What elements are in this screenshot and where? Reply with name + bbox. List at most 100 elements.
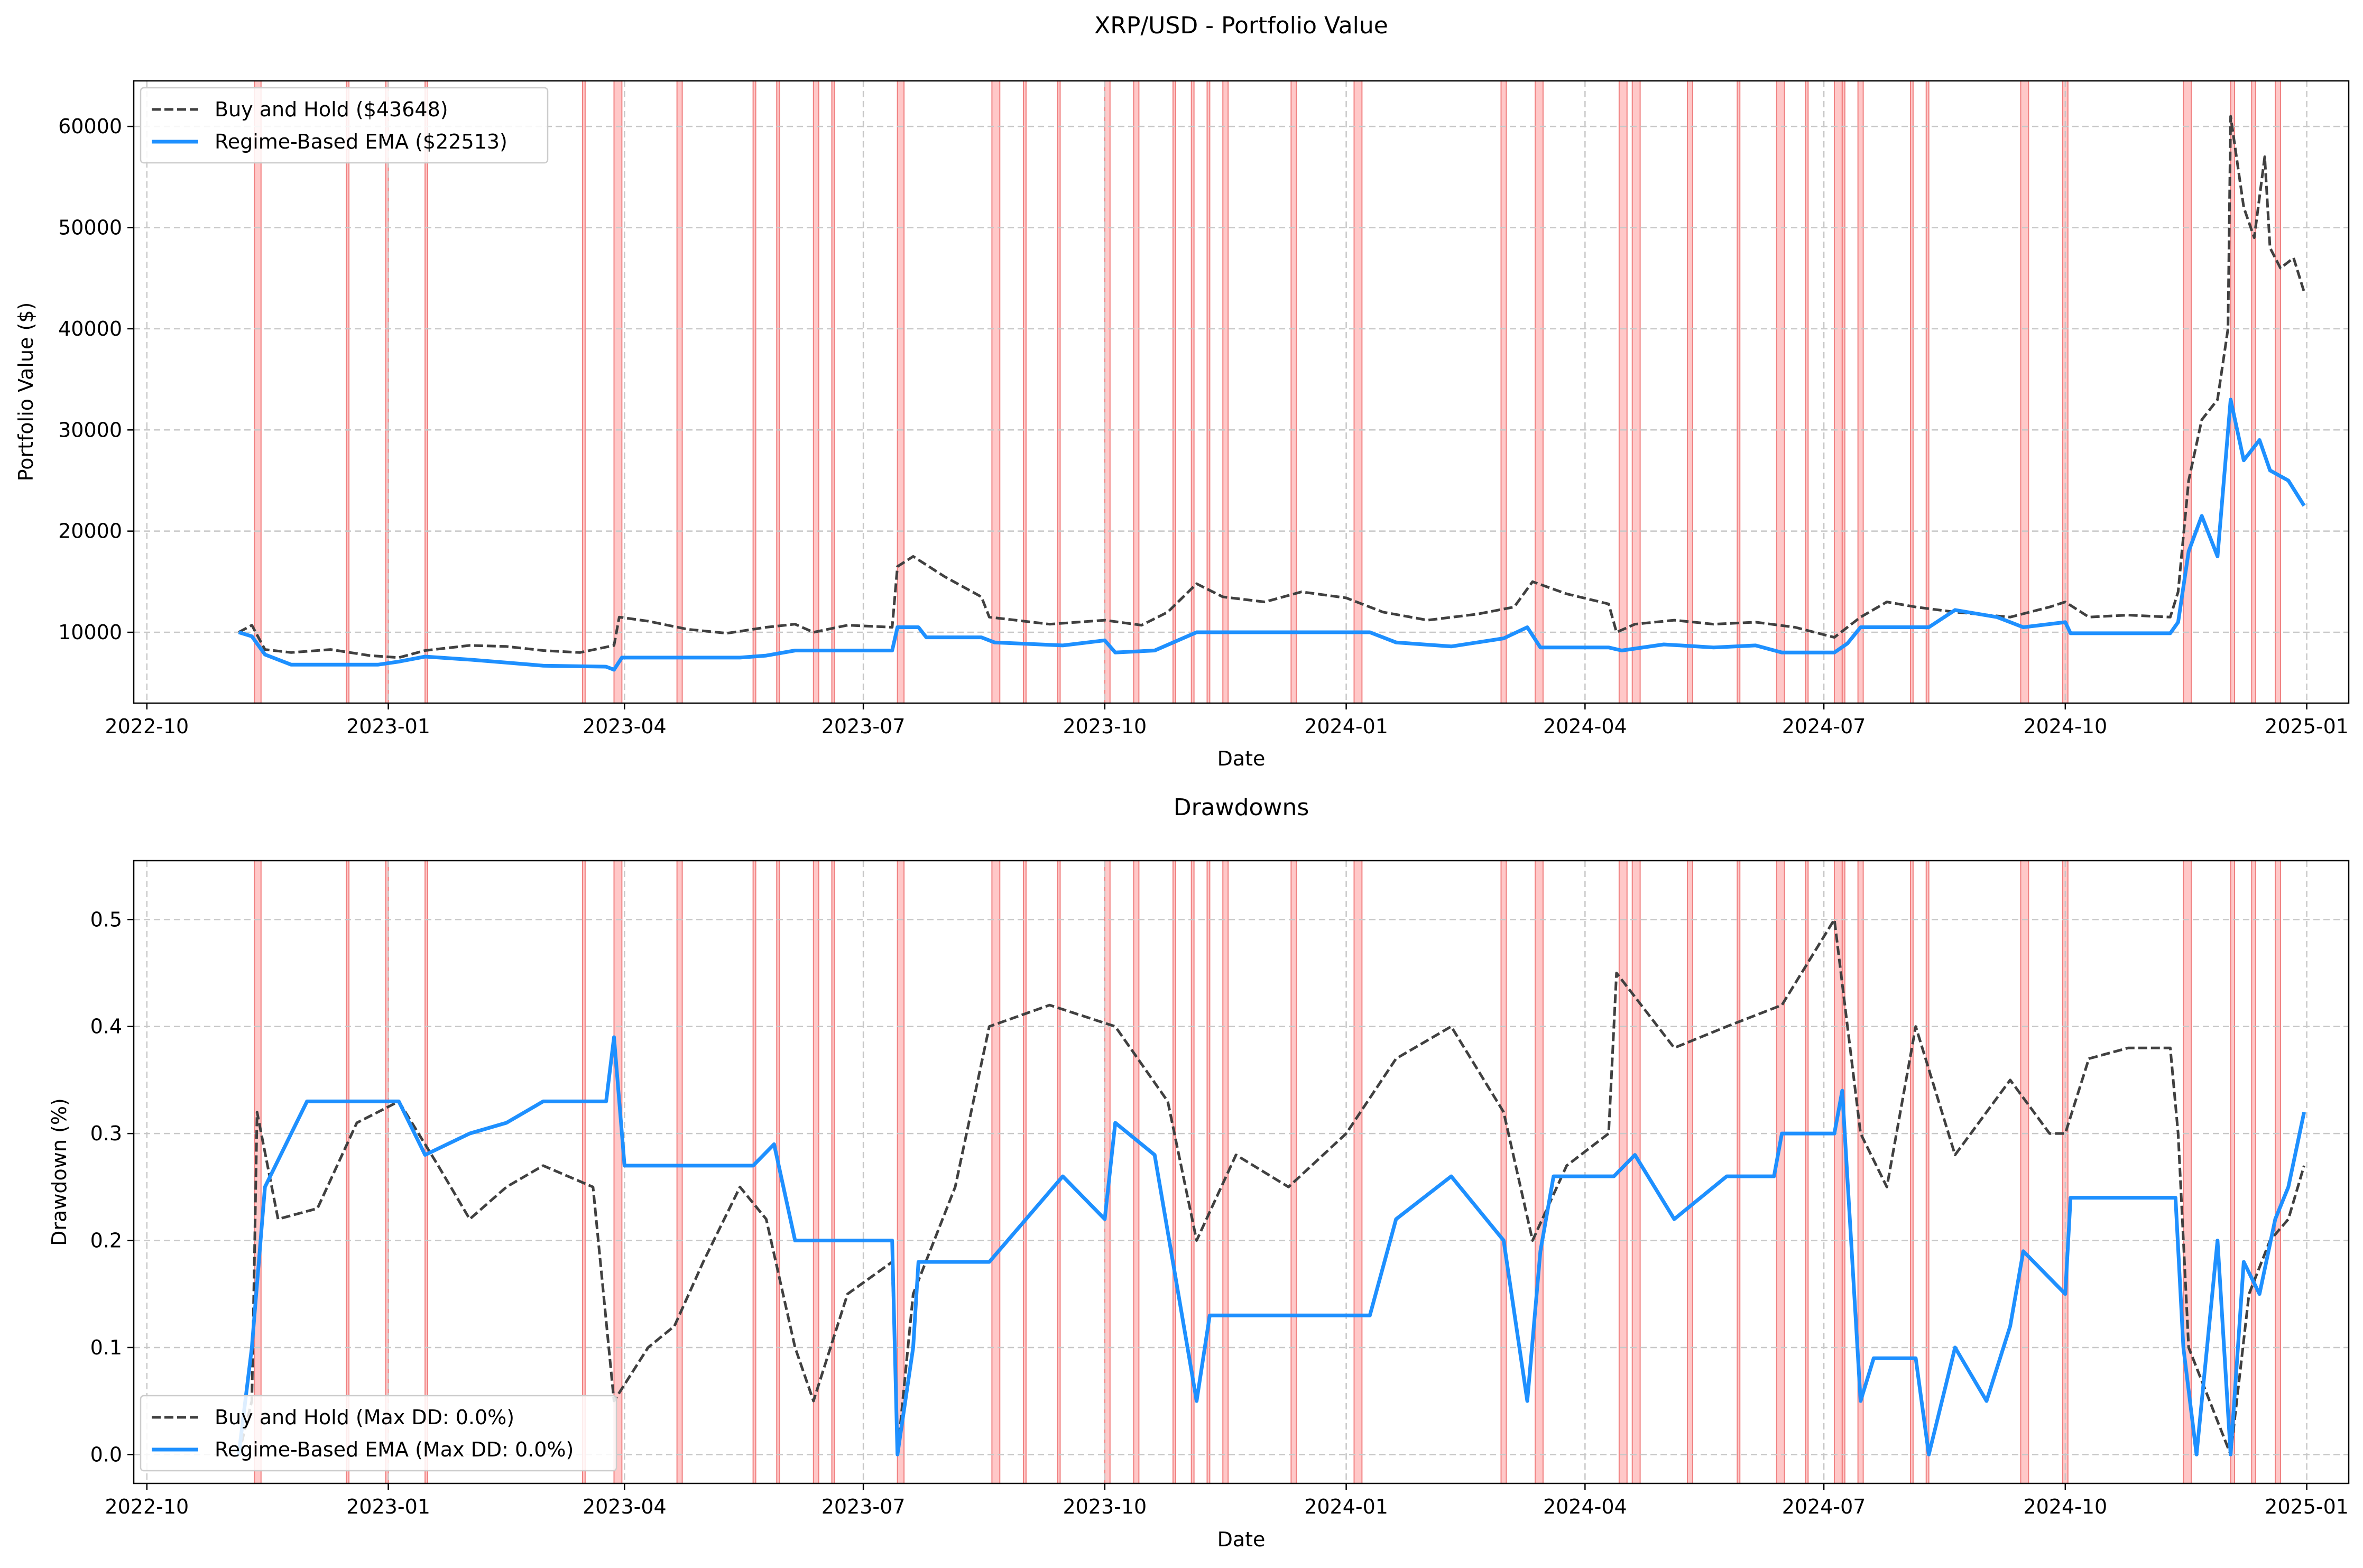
- regime-band: [2183, 81, 2192, 703]
- x-tick-label: 2025-01: [2265, 1495, 2349, 1518]
- portfolio-value-panel: XRP/USD - Portfolio Value 2022-10 2023-01…: [14, 12, 2350, 770]
- regime-band: [1833, 81, 1843, 703]
- regime-band: [1190, 861, 1195, 1483]
- y-tick-label: 30000: [58, 418, 122, 441]
- x-tick-label: 2024-04: [1543, 1495, 1627, 1518]
- x-tick-label: 2024-04: [1543, 715, 1627, 738]
- regime-band: [897, 861, 905, 1483]
- portfolio-y-axis-label: Portfolio Value ($): [14, 302, 38, 482]
- y-tick-label: 0.2: [90, 1229, 122, 1252]
- y-tick-label: 50000: [58, 216, 122, 239]
- regime-band: [1206, 861, 1211, 1483]
- x-tick-label: 2024-01: [1304, 715, 1388, 738]
- y-tick-label: 40000: [58, 317, 122, 340]
- x-tick-label: 2022-10: [105, 715, 189, 738]
- regime-band: [1925, 81, 1930, 703]
- x-tick-label: 2025-01: [2265, 715, 2349, 738]
- drawdowns-y-axis-label: Drawdown (%): [48, 1098, 71, 1246]
- regime-band: [1222, 81, 1229, 703]
- regime-band: [1353, 81, 1363, 703]
- regime-band: [1133, 861, 1140, 1483]
- regime-band: [676, 81, 683, 703]
- x-tick-label: 2024-10: [2023, 715, 2107, 738]
- x-tick-label: 2023-01: [346, 1495, 430, 1518]
- regime-band: [1909, 81, 1914, 703]
- regime-band: [1172, 861, 1176, 1483]
- regime-band: [2020, 81, 2029, 703]
- x-tick-label: 2024-10: [2023, 1495, 2107, 1518]
- regime-band: [1057, 861, 1061, 1483]
- legend-frame: [140, 1395, 617, 1472]
- regime-band: [2251, 861, 2256, 1483]
- drawdowns-series-layer: [237, 918, 2306, 1456]
- y-tick-label: 60000: [58, 115, 122, 138]
- regime-band: [581, 81, 586, 703]
- regime-band: [2274, 81, 2281, 703]
- y-tick-label: 20000: [58, 520, 122, 543]
- regime-band: [1857, 81, 1864, 703]
- regime-band: [1290, 861, 1297, 1483]
- series-line-regime-ema: [238, 398, 2306, 672]
- regime-band: [776, 81, 780, 703]
- drawdowns-legend: Buy and Hold (Max DD: 0.0%) Regime-Based…: [140, 1395, 617, 1472]
- regime-band: [1172, 81, 1176, 703]
- x-tick-label: 2023-10: [1063, 715, 1147, 738]
- regime-band: [1535, 81, 1544, 703]
- legend-frame: [140, 87, 549, 164]
- y-tick-label: 0.4: [90, 1015, 122, 1038]
- series-line-regime-ema: [237, 1035, 2306, 1456]
- regime-band: [1776, 861, 1785, 1483]
- regime-band: [1133, 81, 1140, 703]
- regime-band: [2274, 861, 2281, 1483]
- regime-band: [1686, 861, 1693, 1483]
- legend-label-buy-hold: Buy and Hold (Max DD: 0.0%): [215, 1406, 514, 1429]
- x-tick-label: 2023-10: [1063, 1495, 1147, 1518]
- regime-band: [1535, 861, 1544, 1483]
- regime-band: [1290, 81, 1297, 703]
- regime-band: [1737, 861, 1741, 1483]
- drawdowns-yticks-layer: 0.0 0.1 0.2 0.3 0.4 0.5: [90, 908, 134, 1466]
- y-tick-label: 10000: [58, 621, 122, 644]
- regime-band: [991, 861, 1001, 1483]
- regime-band: [1206, 81, 1211, 703]
- regime-band: [1500, 81, 1507, 703]
- regime-band: [1022, 861, 1027, 1483]
- series-line-buy-hold: [238, 115, 2305, 659]
- series-line-buy-hold: [237, 918, 2305, 1456]
- regime-band: [254, 81, 262, 703]
- x-tick-label: 2024-07: [1782, 715, 1866, 738]
- regime-band: [424, 861, 429, 1483]
- regime-band: [1104, 81, 1111, 703]
- regime-band: [346, 81, 350, 703]
- x-tick-label: 2024-01: [1304, 1495, 1388, 1518]
- portfolio-x-axis-label: Date: [1217, 747, 1266, 770]
- regime-band: [752, 81, 756, 703]
- portfolio-axes-frame: [133, 80, 2350, 704]
- regime-band: [1618, 81, 1628, 703]
- portfolio-series-layer: [238, 115, 2306, 672]
- regime-band: [1353, 861, 1363, 1483]
- regime-band: [831, 81, 835, 703]
- regime-band: [424, 81, 429, 703]
- regime-band: [1776, 81, 1785, 703]
- x-tick-label: 2023-07: [821, 715, 906, 738]
- y-tick-label: 0.0: [90, 1443, 122, 1466]
- regime-band: [1805, 861, 1809, 1483]
- regime-band: [613, 81, 623, 703]
- regime-band: [1841, 81, 1845, 703]
- x-tick-label: 2023-04: [583, 1495, 667, 1518]
- portfolio-legend: Buy and Hold ($43648) Regime-Based EMA (…: [140, 87, 549, 164]
- regime-band: [813, 861, 819, 1483]
- portfolio-bands-layer: [254, 81, 2281, 703]
- regime-band: [581, 861, 586, 1483]
- x-tick-label: 2024-07: [1782, 1495, 1866, 1518]
- regime-band: [1737, 81, 1741, 703]
- legend-label-regime-ema: Regime-Based EMA ($22513): [215, 130, 507, 153]
- portfolio-chart-title: XRP/USD - Portfolio Value: [1094, 12, 1388, 39]
- regime-band: [2183, 861, 2192, 1483]
- y-tick-label: 0.3: [90, 1122, 122, 1145]
- regime-band: [1805, 81, 1809, 703]
- drawdowns-x-axis-label: Date: [1217, 1528, 1266, 1551]
- drawdowns-grid-layer: [134, 861, 2349, 1483]
- x-tick-label: 2023-04: [583, 715, 667, 738]
